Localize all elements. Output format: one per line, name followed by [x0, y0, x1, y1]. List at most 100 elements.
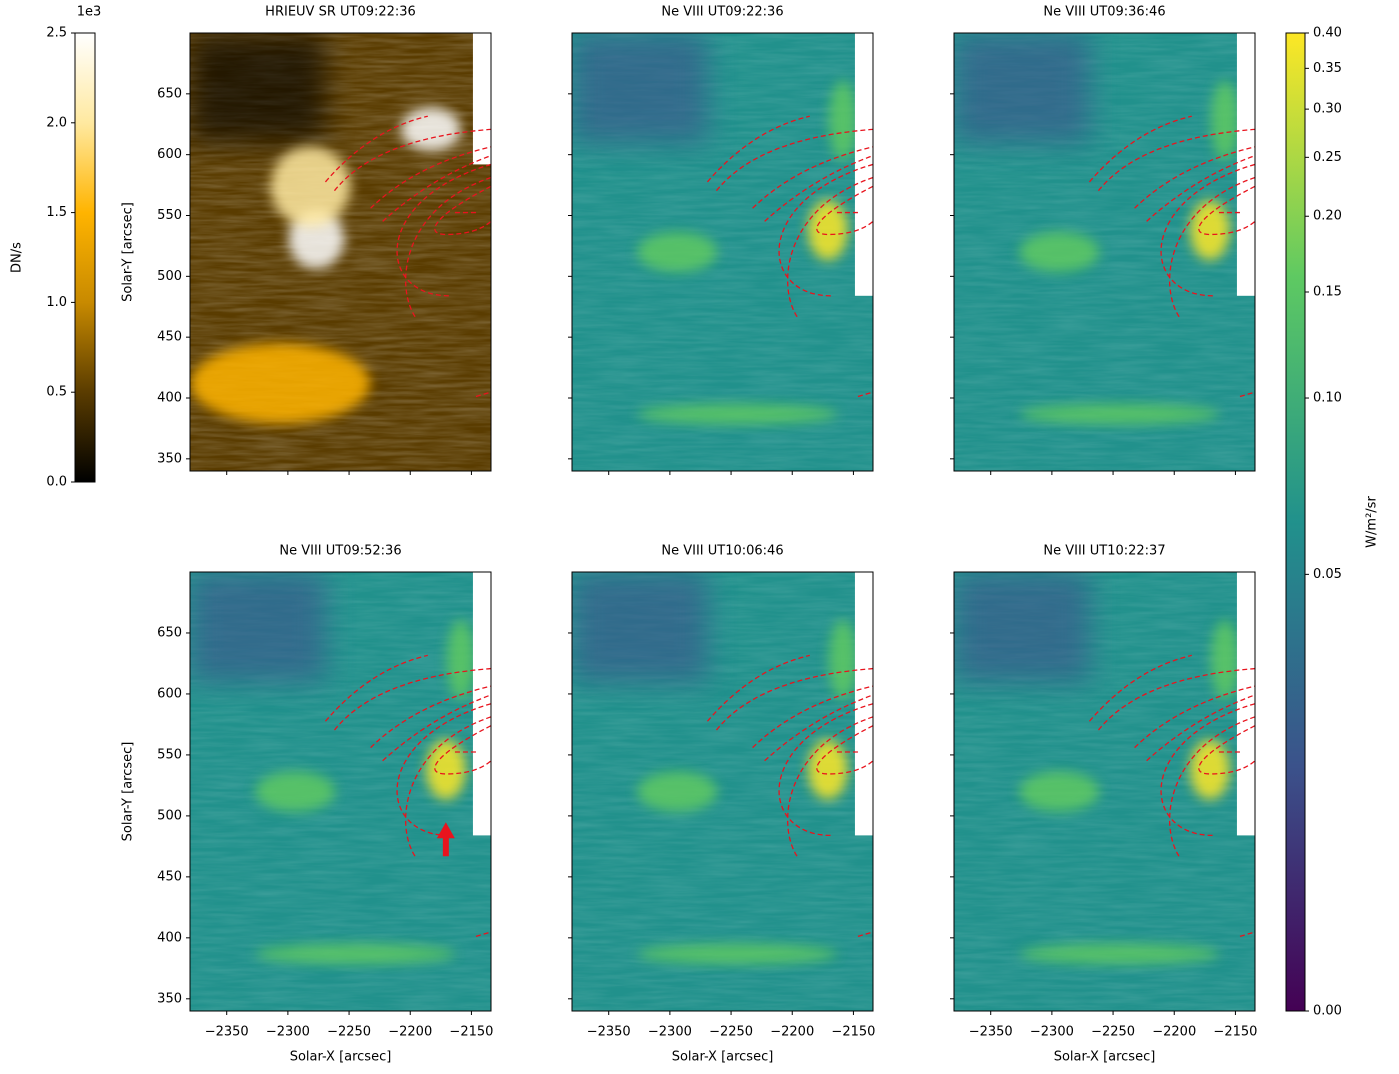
image-panel: [572, 572, 873, 1011]
contour: [778, 163, 873, 297]
contour: [1160, 703, 1255, 837]
colorbar-tick-label: 1.5: [46, 205, 67, 220]
colorbar-tick-label: 2.0: [46, 115, 67, 130]
contour: [382, 155, 491, 222]
colorbar-tick-label: 0.20: [1313, 209, 1342, 224]
image-bright-region: [1210, 80, 1239, 161]
colorbar-tick-label: 0.00: [1313, 1004, 1342, 1019]
colorbar-tick-label: 0.05: [1313, 567, 1342, 582]
contour: [778, 703, 873, 837]
colorbar-tick-label: 0.40: [1313, 26, 1342, 41]
contour: [706, 654, 810, 722]
y-axis-label: Solar-Y [arcsec]: [121, 202, 136, 302]
axes-frame: [571, 32, 874, 472]
y-tick-label: 650: [157, 86, 182, 101]
image-dark-region: [572, 33, 708, 143]
axes-frame: [571, 571, 874, 1012]
contour: [324, 654, 428, 722]
image-blank: [472, 33, 491, 165]
contour: [1169, 176, 1255, 319]
axes-frame: [189, 571, 492, 1012]
x-tick-label: −2250: [327, 1025, 371, 1040]
colorbar-tick-label: 1.0: [46, 295, 67, 310]
contour: [1198, 725, 1255, 775]
image-bright-region: [637, 943, 838, 964]
y-tick-label: 500: [157, 269, 182, 284]
panel-title: Ne VIII UT10:06:46: [661, 544, 783, 559]
image-bright-region: [1019, 771, 1100, 812]
contour: [434, 725, 491, 775]
contour: [752, 146, 873, 209]
image-bright-region: [255, 771, 336, 812]
image-dark-region: [572, 572, 708, 682]
colorbar-tick-label: 0.10: [1313, 391, 1342, 406]
colorbar-tick-label: 0.30: [1313, 102, 1342, 117]
image-bright-region: [190, 343, 371, 424]
colorbar: [74, 32, 96, 483]
contour: [1088, 115, 1192, 183]
x-tick-label: −2350: [205, 1025, 249, 1040]
axes-frame: [953, 571, 1256, 1012]
colorbar-tick-label: 0.0: [46, 475, 67, 490]
y-tick-label: 350: [157, 991, 182, 1006]
contour: [857, 931, 873, 937]
image-bright-region: [400, 107, 461, 152]
y-tick-label: 350: [157, 451, 182, 466]
image-bright-region: [1210, 619, 1239, 700]
image-dark-region: [954, 33, 1090, 143]
image-panel: [954, 33, 1255, 471]
contour: [370, 685, 491, 749]
colorbar-tick-label: 0.35: [1313, 61, 1342, 76]
contour: [752, 685, 873, 749]
x-tick-label: −2200: [388, 1025, 432, 1040]
contour: [382, 694, 491, 762]
image-bright-region: [1189, 200, 1230, 261]
contour: [333, 667, 491, 731]
x-tick-label: −2300: [648, 1025, 692, 1040]
arrow: [436, 822, 455, 857]
contour: [787, 716, 873, 858]
panel-title: Ne VIII UT10:22:37: [1043, 544, 1165, 559]
contour: [857, 391, 873, 398]
contour: [475, 931, 491, 937]
image-panel: [572, 33, 873, 471]
contour: [333, 128, 491, 192]
contour: [715, 667, 873, 731]
contour: [764, 694, 873, 762]
axes-frame: [189, 32, 492, 472]
y-axis-label: Solar-Y [arcsec]: [121, 742, 136, 842]
y-tick-label: 600: [157, 147, 182, 162]
contour: [1134, 146, 1255, 209]
image-panel: [190, 33, 491, 471]
contour: [396, 163, 491, 297]
contour: [434, 185, 491, 236]
image-bright-region: [1019, 943, 1220, 964]
image-bright-region: [255, 943, 456, 964]
y-tick-label: 500: [157, 808, 182, 823]
colorbar-tick-label: 0.15: [1313, 284, 1342, 299]
contour: [764, 155, 873, 222]
contour: [405, 716, 491, 858]
x-tick-label: −2150: [1213, 1025, 1257, 1040]
contour: [1134, 685, 1255, 749]
contour: [1198, 185, 1255, 236]
image-bright-region: [1019, 232, 1100, 272]
x-axis-label: Solar-X [arcsec]: [672, 1050, 774, 1065]
x-tick-label: −2300: [1030, 1025, 1074, 1040]
contour: [1097, 128, 1255, 192]
x-tick-label: −2300: [266, 1025, 310, 1040]
y-tick-label: 450: [157, 330, 182, 345]
image-bright-region: [637, 404, 838, 425]
image-panel: [190, 572, 491, 1011]
x-tick-label: −2150: [449, 1025, 493, 1040]
image-dark-region: [954, 572, 1090, 682]
image-bright-region: [637, 771, 718, 812]
contour: [816, 725, 873, 775]
contour: [1146, 694, 1255, 762]
x-tick-label: −2250: [709, 1025, 753, 1040]
image-bright-region: [828, 619, 857, 700]
contour: [1146, 155, 1255, 222]
image-bright-region: [637, 232, 718, 272]
colorbar-label: DN/s: [10, 242, 25, 273]
x-tick-label: −2200: [770, 1025, 814, 1040]
